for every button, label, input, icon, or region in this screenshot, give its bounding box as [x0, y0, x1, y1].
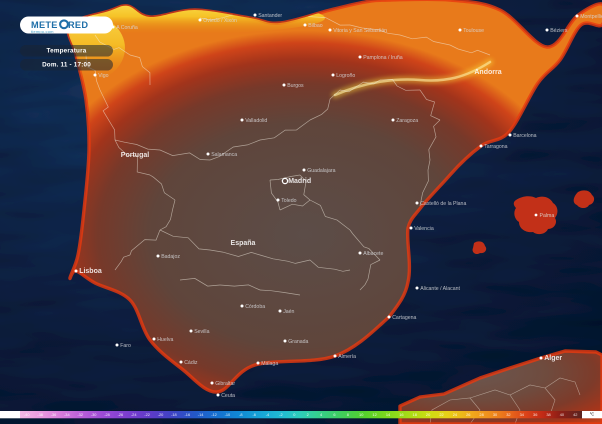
- svg-text:A Coruña: A Coruña: [116, 25, 138, 31]
- svg-text:-20: -20: [158, 412, 164, 417]
- svg-text:RED: RED: [68, 20, 88, 30]
- svg-text:-8: -8: [239, 412, 242, 417]
- svg-text:Sevilla: Sevilla: [194, 329, 209, 335]
- svg-text:Granada: Granada: [288, 339, 308, 345]
- svg-text:Cartagena: Cartagena: [392, 315, 416, 321]
- svg-text:Zaragoza: Zaragoza: [396, 118, 418, 124]
- svg-text:Toulouse: Toulouse: [463, 28, 484, 34]
- svg-text:-16: -16: [184, 412, 190, 417]
- svg-text:6: 6: [333, 412, 335, 417]
- svg-text:32: 32: [506, 412, 510, 417]
- svg-text:18: 18: [413, 412, 417, 417]
- svg-text:-2: -2: [279, 412, 282, 417]
- svg-text:Málaga: Málaga: [261, 361, 278, 367]
- svg-text:16: 16: [399, 412, 403, 417]
- svg-text:Ceuta: Ceuta: [221, 393, 235, 399]
- svg-text:-30: -30: [91, 412, 97, 417]
- svg-text:Palma: Palma: [540, 213, 555, 219]
- svg-text:Portugal: Portugal: [121, 152, 149, 159]
- svg-text:Logroño: Logroño: [336, 73, 355, 79]
- svg-text:Jaén: Jaén: [283, 309, 294, 315]
- svg-text:28: 28: [479, 412, 483, 417]
- svg-text:Vigo: Vigo: [98, 73, 108, 79]
- svg-text:Montpellier: Montpellier: [580, 14, 602, 20]
- svg-text:-36: -36: [51, 412, 57, 417]
- svg-text:Toledo: Toledo: [281, 198, 296, 204]
- svg-text:Valencia: Valencia: [414, 226, 434, 232]
- svg-text:Faro: Faro: [120, 343, 131, 349]
- svg-text:Tarragona: Tarragona: [484, 144, 507, 150]
- svg-text:Oviedo / Xixón: Oviedo / Xixón: [203, 18, 237, 24]
- svg-text:-22: -22: [144, 412, 150, 417]
- svg-text:-24: -24: [131, 412, 137, 417]
- svg-text:Guadalajara: Guadalajara: [307, 168, 335, 174]
- svg-text:2: 2: [307, 412, 309, 417]
- svg-text:Barcelona: Barcelona: [513, 133, 536, 139]
- svg-text:-26: -26: [118, 412, 124, 417]
- svg-text:22: 22: [439, 412, 443, 417]
- svg-text:12: 12: [372, 412, 376, 417]
- svg-text:Burgos: Burgos: [287, 83, 304, 89]
- svg-text:36: 36: [533, 412, 537, 417]
- svg-text:Bilbao: Bilbao: [308, 23, 323, 29]
- svg-text:8: 8: [347, 412, 349, 417]
- svg-text:-6: -6: [252, 412, 255, 417]
- svg-text:-40: -40: [24, 412, 30, 417]
- svg-text:Vitoria y San Sebastián: Vitoria y San Sebastián: [333, 28, 387, 34]
- svg-text:Huelva: Huelva: [157, 337, 173, 343]
- svg-text:tiempo.com: tiempo.com: [31, 29, 54, 34]
- svg-text:Alicante / Alacant: Alicante / Alacant: [420, 286, 460, 292]
- svg-text:-28: -28: [104, 412, 110, 417]
- svg-text:-18: -18: [171, 412, 177, 417]
- svg-text:Lisboa: Lisboa: [79, 268, 102, 275]
- svg-text:Albacete: Albacete: [363, 251, 383, 257]
- svg-text:42: 42: [573, 412, 577, 417]
- svg-text:-10: -10: [225, 412, 231, 417]
- svg-text:Alger: Alger: [544, 355, 562, 362]
- svg-text:Madrid: Madrid: [288, 178, 311, 185]
- svg-text:Santander: Santander: [258, 13, 282, 19]
- svg-text:-32: -32: [77, 412, 83, 417]
- svg-text:Valladolid: Valladolid: [245, 118, 267, 124]
- svg-text:℃: ℃: [590, 412, 595, 417]
- svg-text:Badajoz: Badajoz: [161, 254, 180, 260]
- svg-text:Gibraltar: Gibraltar: [215, 381, 235, 387]
- svg-text:Temperatura: Temperatura: [47, 47, 87, 54]
- svg-text:Cádiz: Cádiz: [184, 360, 198, 366]
- svg-text:38: 38: [546, 412, 550, 417]
- svg-text:-38: -38: [37, 412, 43, 417]
- svg-text:-14: -14: [198, 412, 204, 417]
- svg-text:Béziers: Béziers: [550, 28, 568, 34]
- svg-text:26: 26: [466, 412, 470, 417]
- svg-text:España: España: [231, 240, 256, 247]
- svg-text:Almería: Almería: [338, 354, 356, 360]
- svg-text:Andorra: Andorra: [474, 69, 501, 76]
- svg-text:-34: -34: [64, 412, 70, 417]
- svg-text:Castelló de la Plana: Castelló de la Plana: [420, 201, 466, 207]
- svg-text:-12: -12: [211, 412, 217, 417]
- svg-text:Dom. 11 - 17:00: Dom. 11 - 17:00: [42, 61, 91, 68]
- svg-text:Córdoba: Córdoba: [245, 304, 265, 310]
- svg-text:Pamplona / Iruña: Pamplona / Iruña: [363, 55, 403, 61]
- svg-text:Salamanca: Salamanca: [211, 152, 237, 158]
